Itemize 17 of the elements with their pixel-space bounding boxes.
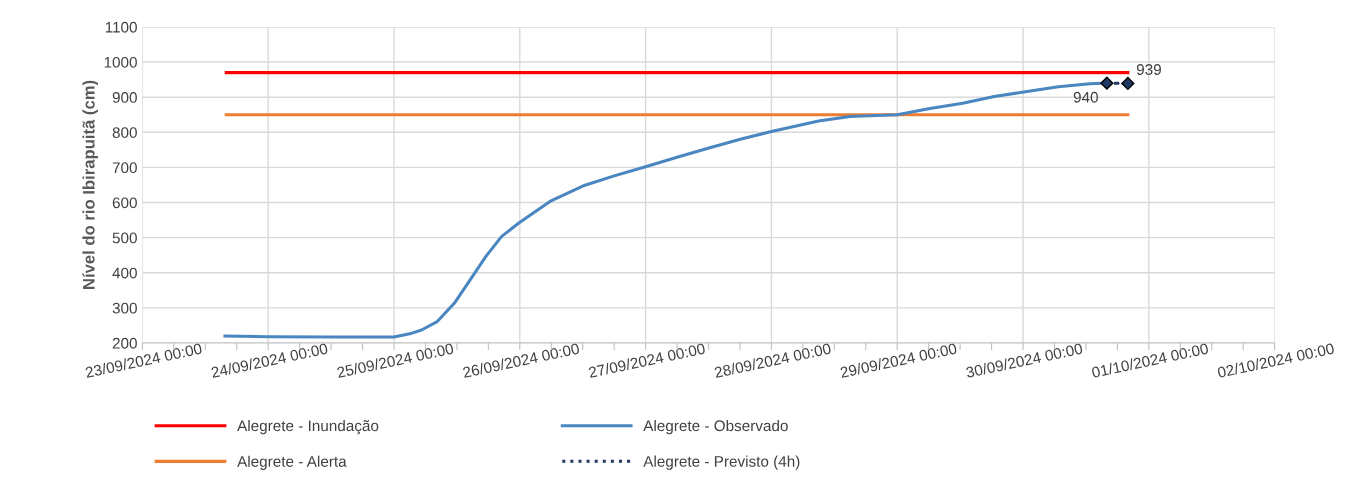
y-tick-label: 500: [112, 232, 137, 244]
y-tick-label: 600: [112, 197, 137, 209]
y-tick-label: 400: [112, 267, 137, 279]
y-tick-label: 700: [112, 162, 137, 174]
y-tick-label: 1100: [105, 21, 137, 33]
legend-label: Alegrete - Previsto (4h): [643, 455, 800, 470]
y-tick-label: 900: [112, 92, 137, 103]
y-axis-title: Nível do rio Ibirapuitã (cm): [82, 80, 98, 289]
y-tick-label: 800: [112, 127, 137, 138]
data-label: 940: [1073, 91, 1098, 103]
y-tick-label: 300: [112, 302, 137, 314]
legend-label: Alegrete - Alerta: [237, 455, 347, 470]
legend-label: Alegrete - Inundação: [237, 419, 379, 435]
y-tick-label: 1000: [104, 56, 137, 68]
y-tick-label: 200: [112, 337, 137, 349]
legend-label: Alegrete - Observado: [643, 419, 788, 435]
data-label: 939: [1136, 64, 1161, 75]
